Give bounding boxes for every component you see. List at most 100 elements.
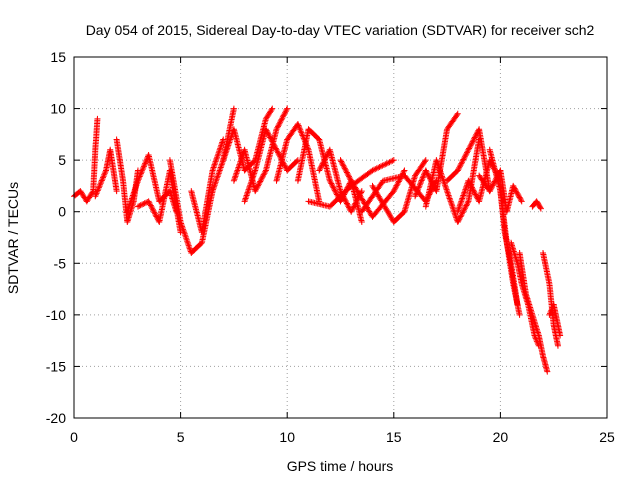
data-point — [284, 158, 300, 174]
data-point — [305, 146, 322, 203]
data-point — [262, 126, 279, 152]
x-axis-label: GPS time / hours — [287, 458, 394, 474]
data-point — [454, 148, 471, 174]
data-point — [401, 174, 418, 215]
x-tick-label: 0 — [70, 429, 78, 445]
data-point — [124, 179, 141, 215]
data-point — [454, 179, 471, 215]
data-point — [326, 146, 344, 193]
data-point — [444, 188, 461, 224]
data-point — [550, 322, 561, 348]
data-track-t1 — [71, 115, 101, 205]
data-point — [454, 110, 461, 117]
y-tick-label: 5 — [58, 152, 66, 168]
data-point — [326, 184, 353, 210]
data-point — [209, 138, 226, 174]
data-track-t29 — [546, 301, 564, 339]
data-point — [476, 172, 492, 193]
data-point — [252, 127, 269, 174]
data-point — [358, 219, 365, 226]
data-point — [252, 168, 269, 195]
data-point — [90, 148, 99, 195]
data-track-t18 — [412, 110, 461, 200]
x-tick-label: 5 — [177, 429, 185, 445]
data-track-t27 — [529, 198, 544, 212]
data-track-t13 — [316, 146, 365, 215]
data-point — [198, 189, 216, 246]
x-tick-label: 25 — [599, 429, 615, 445]
data-point — [390, 157, 397, 164]
data-point — [209, 158, 226, 195]
data-point — [241, 168, 258, 205]
chart-title: Day 054 of 2015, Sidereal Day-to-day VTE… — [86, 22, 595, 38]
data-point — [198, 169, 216, 236]
data-track-t7 — [188, 136, 227, 236]
data-point — [337, 157, 354, 183]
data-point — [262, 106, 275, 122]
data-track-t28 — [540, 250, 561, 349]
data-track-t21 — [454, 157, 504, 215]
data-point — [514, 301, 521, 308]
data-point — [305, 198, 332, 210]
data-point — [369, 182, 396, 224]
data-track-t23 — [476, 167, 525, 215]
data-point — [166, 157, 184, 224]
data-point — [554, 342, 561, 349]
data-point — [107, 146, 120, 193]
y-tick-label: -15 — [46, 358, 66, 374]
data-point — [273, 106, 290, 133]
y-axis-label: SDTVAR / TECUs — [5, 182, 21, 294]
data-point — [422, 157, 429, 164]
data-track-t10 — [241, 126, 301, 205]
data-point — [510, 182, 524, 204]
data-point — [113, 188, 120, 195]
data-point — [533, 198, 544, 211]
data-point — [305, 126, 322, 142]
x-tick-label: 20 — [493, 429, 509, 445]
y-tick-label: -20 — [46, 410, 66, 426]
data-point — [544, 368, 551, 375]
data-point — [230, 105, 237, 112]
data-point — [284, 105, 291, 112]
data-points — [71, 105, 564, 375]
axis-ticks: 0 5 10 15 20 25 15 10 5 0 -5 -10 -15 -20 — [46, 49, 615, 445]
data-track-t24 — [497, 188, 521, 308]
data-point — [273, 138, 290, 184]
data-point — [529, 311, 542, 337]
data-point — [444, 168, 460, 184]
grid — [74, 57, 607, 418]
data-point — [497, 188, 508, 234]
data-point — [422, 158, 440, 210]
data-point — [401, 167, 408, 174]
data-point — [369, 157, 396, 174]
data-point — [220, 136, 227, 143]
data-point — [523, 291, 535, 317]
x-tick-label: 15 — [386, 429, 402, 445]
y-tick-label: 15 — [50, 49, 66, 65]
data-point — [177, 219, 194, 255]
y-tick-label: 10 — [50, 101, 66, 117]
y-tick-label: 0 — [58, 204, 66, 220]
data-track-t2 — [92, 146, 120, 200]
data-point — [550, 301, 561, 327]
data-track-t9 — [230, 105, 291, 195]
data-point — [433, 157, 450, 193]
data-point — [537, 205, 544, 212]
data-point — [113, 136, 126, 183]
data-point — [540, 353, 550, 374]
data-point — [390, 209, 407, 225]
data-point — [83, 189, 96, 205]
data-point — [535, 332, 546, 358]
data-point — [508, 239, 520, 265]
data-point — [454, 199, 471, 225]
data-point — [380, 173, 406, 184]
data-point — [518, 198, 525, 205]
data-point — [188, 240, 204, 256]
plot-frame — [73, 56, 608, 419]
data-point — [145, 152, 162, 203]
data-track-t14 — [305, 157, 397, 210]
data-point — [94, 115, 101, 122]
data-point — [92, 168, 109, 200]
data-point — [557, 332, 564, 339]
